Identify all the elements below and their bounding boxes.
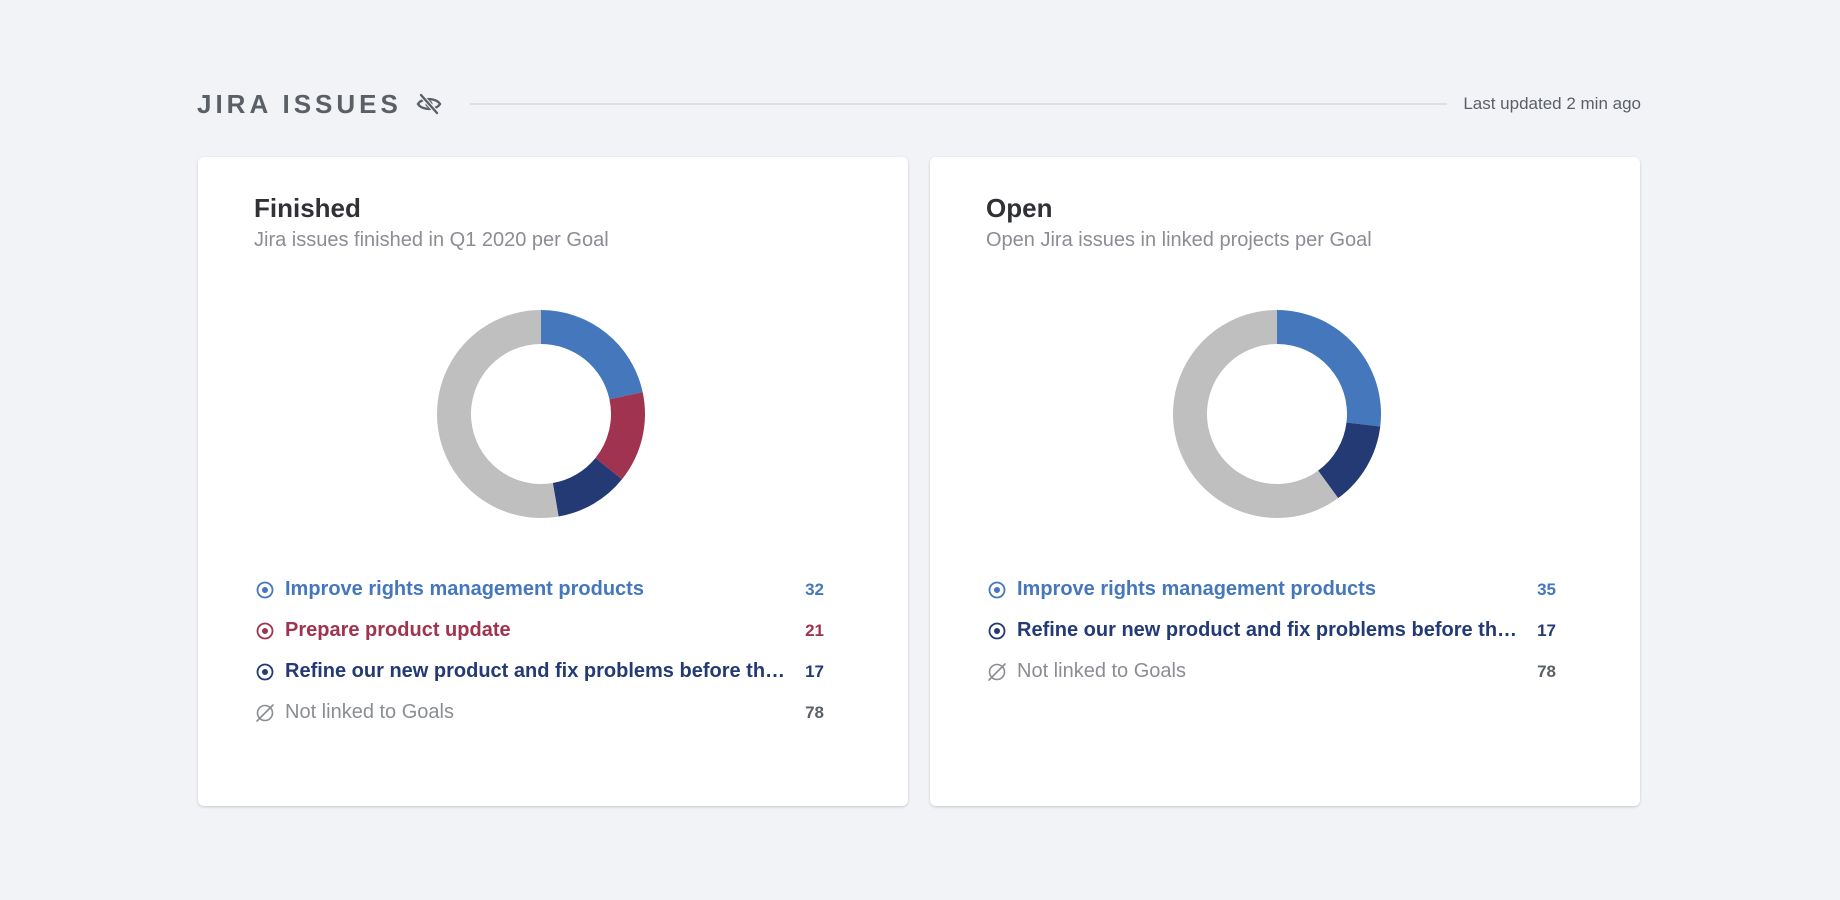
header-divider [469,103,1448,105]
card-subtitle: Jira issues finished in Q1 2020 per Goal [254,229,609,251]
finished-donut-chart [437,310,645,518]
finished-card: Finished Jira issues finished in Q1 2020… [198,157,908,806]
legend-item-not-linked-to-goals: Not linked to Goals 78 [254,692,824,733]
goal-link[interactable]: Improve rights management products [285,578,644,600]
goal-target-icon [254,579,276,601]
goal-link[interactable]: Refine our new product and fix problems … [1017,619,1520,641]
card-title: Finished [254,193,361,223]
goal-link[interactable]: Improve rights management products [1017,578,1376,600]
donut-slice-refine-our-new-product-and-fix-problems-[interactable] [1318,422,1381,499]
open-card: Open Open Jira issues in linked projects… [930,157,1640,806]
eye-slash-icon[interactable] [416,92,444,116]
legend-count: 21 [805,620,824,640]
legend-item-prepare-product-update[interactable]: Prepare product update 21 [254,610,824,651]
no-goal-icon [254,702,276,724]
goal-target-icon [254,620,276,642]
no-goal-icon [986,661,1008,683]
last-updated-text: Last updated 2 min ago [1463,94,1641,113]
legend-label: Not linked to Goals [1017,660,1186,682]
section-header: JIRA ISSUES Last updated 2 min ago [197,84,1641,124]
legend-count: 35 [1537,579,1556,599]
goal-target-icon [986,579,1008,601]
legend-item-refine-our-new-product-and-fix-problems-[interactable]: Refine our new product and fix problems … [254,651,824,692]
card-subtitle: Open Jira issues in linked projects per … [986,229,1372,251]
goal-link[interactable]: Refine our new product and fix problems … [285,660,788,682]
card-title: Open [986,193,1053,223]
goal-target-icon [986,620,1008,642]
donut-slice-refine-our-new-product-and-fix-problems-[interactable] [552,457,622,517]
donut-slice-not-linked-to-goals[interactable] [1173,310,1339,518]
finished-legend: Improve rights management products 32 Pre… [254,569,824,733]
legend-count: 32 [805,579,824,599]
goal-target-icon [254,661,276,683]
donut-slice-prepare-product-update[interactable] [595,392,645,480]
donut-slice-not-linked-to-goals[interactable] [437,310,559,518]
legend-item-not-linked-to-goals: Not linked to Goals 78 [986,651,1556,692]
legend-count: 78 [1537,661,1556,681]
goal-link[interactable]: Prepare product update [285,619,511,641]
legend-item-improve-rights-management-products[interactable]: Improve rights management products 35 [986,569,1556,610]
legend-count: 17 [1537,620,1556,640]
open-legend: Improve rights management products 35 Ref… [986,569,1556,692]
legend-item-improve-rights-management-products[interactable]: Improve rights management products 32 [254,569,824,610]
legend-count: 78 [805,702,824,722]
legend-count: 17 [805,661,824,681]
donut-slice-improve-rights-management-products[interactable] [541,310,643,400]
donut-slice-improve-rights-management-products[interactable] [1277,310,1381,427]
legend-label: Not linked to Goals [285,701,454,723]
legend-item-refine-our-new-product-and-fix-problems-[interactable]: Refine our new product and fix problems … [986,610,1556,651]
section-title: JIRA ISSUES [197,88,402,119]
open-donut-chart [1173,310,1381,518]
